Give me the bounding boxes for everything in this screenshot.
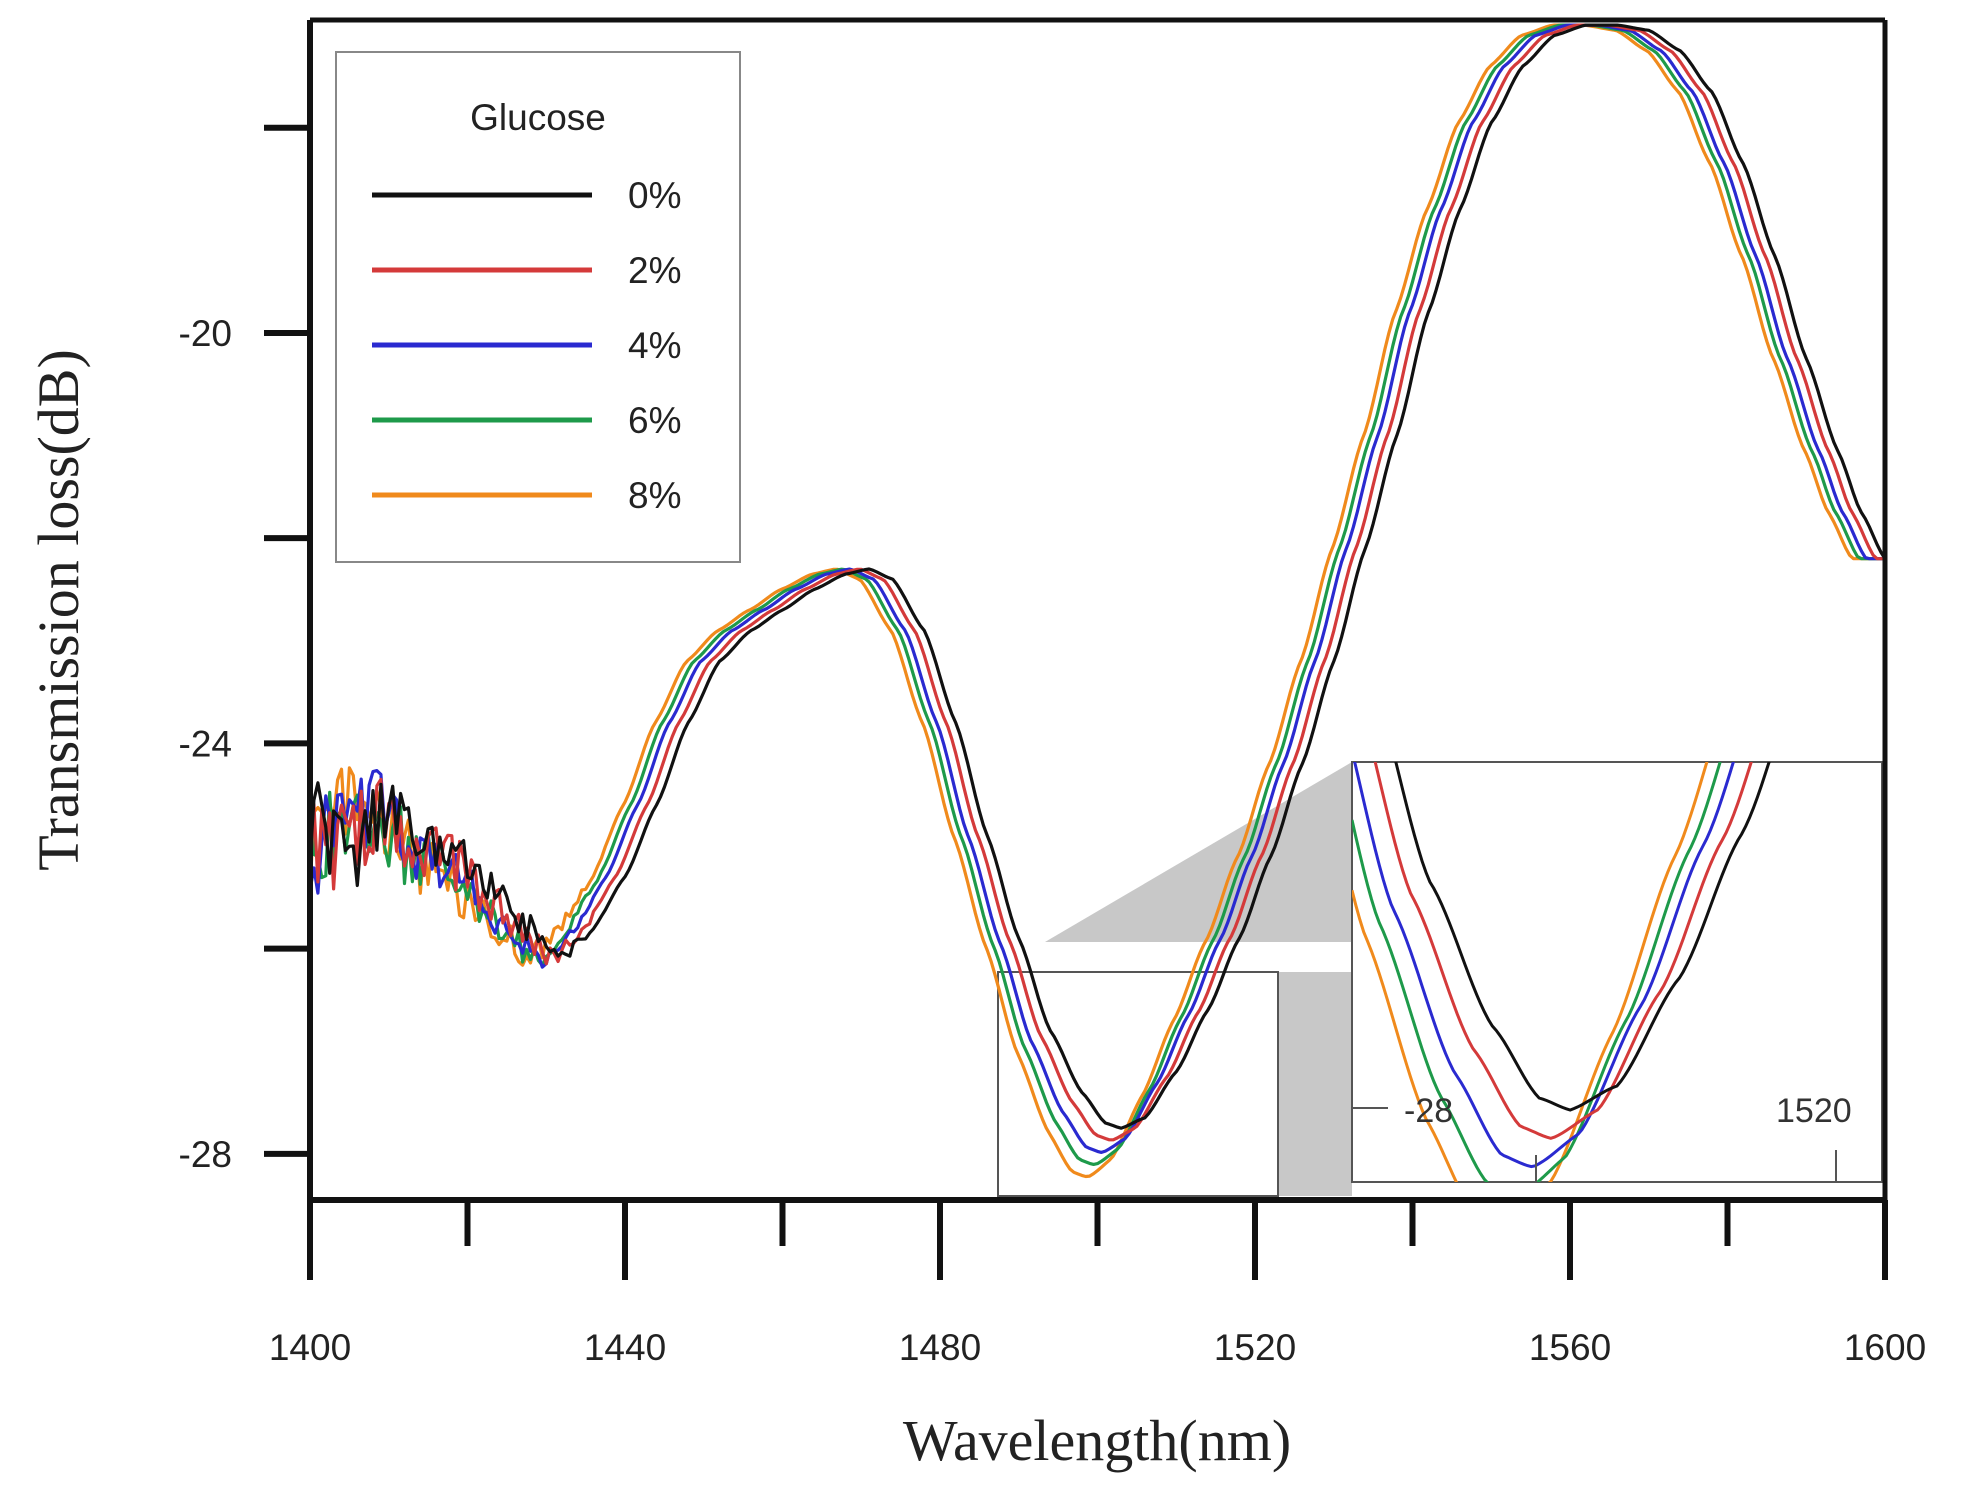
x-tick-label: 1480 <box>899 1327 981 1368</box>
zoom-connector-top <box>1045 762 1352 942</box>
x-tick-label: 1520 <box>1214 1327 1296 1368</box>
y-tick-label: -28 <box>179 1134 232 1175</box>
inset-series-line-8pct <box>1352 762 1709 1182</box>
legend-title: Glucose <box>470 97 606 138</box>
y-tick-label: -20 <box>179 313 232 354</box>
x-tick-label: 1600 <box>1844 1327 1926 1368</box>
x-axis-title: Wavelength(nm) <box>903 1408 1291 1473</box>
legend-label-2pct: 2% <box>628 250 681 291</box>
inset-panel: -28 1520 <box>1351 761 1903 1183</box>
inset-label-cutoff <box>1883 1080 1903 1140</box>
main-curves <box>310 23 1885 1179</box>
axis-ticks: 1400 1440 1480 1520 1560 1600 -20 -24 -28 <box>179 124 1926 1368</box>
inset-series-line-0pct <box>1394 762 1771 1112</box>
inset-curves <box>1352 762 1771 1182</box>
legend: Glucose 0% 2% 4% 6% 8% <box>335 51 741 563</box>
legend-label-0pct: 0% <box>628 175 681 216</box>
axes-frame <box>307 17 1888 1203</box>
y-axis-title: Transmission loss(dB) <box>26 349 91 871</box>
x-tick-label: 1400 <box>269 1327 351 1368</box>
x-tick-label: 1440 <box>584 1327 666 1368</box>
zoom-source-box <box>997 971 1279 1197</box>
inset-y-tick-label: -28 <box>1404 1092 1453 1130</box>
legend-box <box>335 51 741 563</box>
series-line-4pct <box>310 23 1885 1154</box>
zoom-indicator <box>997 762 1352 1197</box>
legend-label-4pct: 4% <box>628 325 681 366</box>
series-line-0pct <box>310 23 1885 1130</box>
legend-label-8pct: 8% <box>628 475 681 516</box>
series-line-8pct <box>310 23 1885 1179</box>
legend-label-6pct: 6% <box>628 400 681 441</box>
inset-series-line-4pct <box>1353 762 1735 1169</box>
zoom-connector-strip <box>1278 972 1352 1196</box>
y-tick-label: -24 <box>179 723 232 764</box>
inset-series-line-2pct <box>1373 762 1753 1140</box>
inset-frame <box>1351 761 1883 1183</box>
inset-series-line-6pct <box>1352 762 1722 1182</box>
x-tick-label: 1560 <box>1529 1327 1611 1368</box>
inset-x-tick-label: 1520 <box>1776 1092 1852 1130</box>
